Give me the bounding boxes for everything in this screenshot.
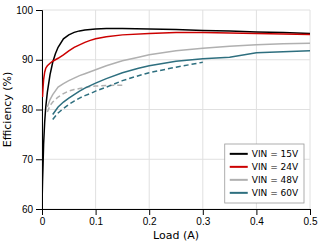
tick-label: 0.1: [89, 216, 103, 227]
tick: 0.2: [143, 209, 157, 227]
tick: 0.1: [89, 209, 103, 227]
y-axis: 60 70 80 90 100: [16, 5, 42, 215]
tick-label: 0.4: [250, 216, 264, 227]
tick-mark: [36, 10, 42, 11]
tick-mark: [36, 159, 42, 160]
tick-label: 90: [22, 54, 34, 65]
tick: 70: [22, 154, 42, 165]
tick-mark: [36, 209, 42, 210]
legend-label: VIN = 15V: [252, 149, 299, 159]
legend-label: VIN = 60V: [252, 188, 299, 198]
legend-item: VIN = 60V: [230, 188, 299, 198]
grid-line: [42, 10, 310, 11]
legend-label: VIN = 24V: [252, 162, 299, 172]
tick: 80: [22, 104, 42, 115]
tick-mark: [36, 60, 42, 61]
grid-line: [42, 59, 310, 60]
tick: 0.4: [250, 209, 264, 227]
x-axis: 0 0.1 0.2 0.3 0.4 0.5: [40, 209, 318, 227]
tick-label: 0.5: [304, 216, 318, 227]
tick: 60: [22, 204, 42, 215]
legend-swatch: [230, 153, 248, 155]
tick-mark: [149, 209, 150, 215]
legend-label: VIN = 48V: [252, 175, 299, 185]
tick-mark: [256, 209, 257, 215]
legend-swatch: [230, 192, 248, 194]
tick-label: 60: [22, 204, 34, 215]
grid: [42, 10, 310, 209]
grid-line: [95, 10, 96, 209]
legend-box: [225, 144, 304, 203]
grid-line: [202, 10, 203, 209]
tick: 0: [40, 209, 46, 227]
lines: [42, 28, 310, 194]
tick-mark: [310, 209, 311, 215]
tick: 0.5: [304, 209, 318, 227]
tick-label: 0.3: [196, 216, 210, 227]
series-line: [47, 85, 122, 112]
legend-item: VIN = 48V: [230, 175, 299, 185]
axis-line: [36, 11, 43, 210]
tick-mark: [36, 110, 42, 111]
series-line: [43, 32, 310, 97]
legend-swatch: [230, 166, 248, 168]
legend-item: VIN = 24V: [230, 162, 299, 172]
tick: 100: [16, 5, 42, 16]
tick-label: 0.2: [143, 216, 157, 227]
plot: 00.10.20.30.40.560708090100VIN = 15VVIN …: [16, 5, 318, 227]
series-line: [53, 51, 310, 115]
grid-line: [149, 10, 150, 209]
series-line: [42, 28, 310, 194]
tick-label: 100: [16, 5, 33, 16]
tick-mark: [203, 209, 204, 215]
legend: VIN = 15V VIN = 24V VIN = 48V VIN = 60V: [225, 144, 304, 203]
tick-label: 0: [40, 216, 46, 227]
legend-item: VIN = 15V: [230, 149, 299, 159]
tick: 0.3: [196, 209, 210, 227]
chart: 00.10.20.30.40.560708090100VIN = 15VVIN …: [0, 0, 322, 243]
grid-line: [310, 10, 311, 209]
x-axis-title: Load (A): [153, 229, 199, 242]
y-axis-title: Efficiency (%): [1, 72, 14, 148]
tick: 90: [22, 54, 42, 65]
legend-swatch: [230, 179, 248, 181]
axis-line: [43, 210, 311, 216]
grid-line: [42, 109, 310, 110]
tick-label: 70: [22, 154, 34, 165]
tick-mark: [96, 209, 97, 215]
tick-label: 80: [22, 104, 34, 115]
